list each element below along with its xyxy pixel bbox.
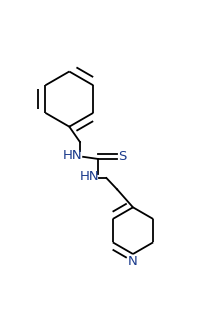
Text: N: N (128, 255, 138, 268)
Text: HN: HN (63, 149, 82, 162)
Text: S: S (118, 150, 126, 163)
Text: HN: HN (80, 170, 99, 183)
